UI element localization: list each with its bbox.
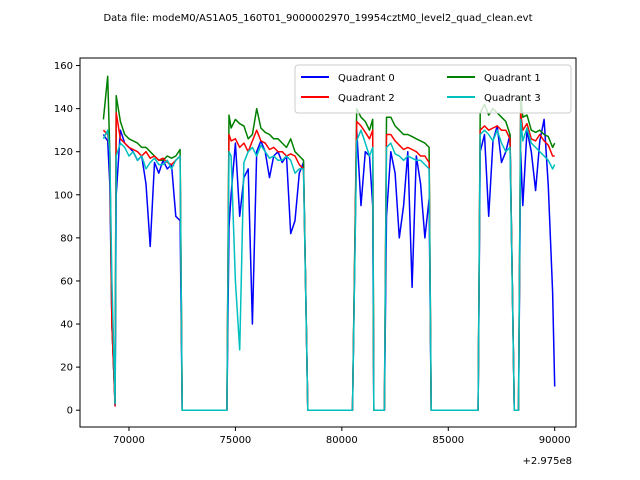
legend-label: Quadrant 0 bbox=[338, 73, 395, 84]
series-line-quadrant-3 bbox=[102, 118, 556, 411]
series-line-quadrant-0 bbox=[102, 118, 556, 411]
legend-label: Quadrant 2 bbox=[338, 93, 395, 104]
legend-label: Quadrant 3 bbox=[484, 93, 541, 104]
x-tick-label: 85000 bbox=[432, 435, 464, 446]
axes-layer: 70000 75000 80000 85000 90000 +2.975e8 0 20 40 60… bbox=[54, 57, 577, 467]
y-tick-label: 160 bbox=[54, 61, 73, 72]
legend: Quadrant 0 Quadrant 1 Quadrant 2 Quadrant 3 bbox=[294, 64, 572, 114]
plot-frame bbox=[79, 57, 577, 428]
series-layer bbox=[102, 75, 556, 411]
y-tick-label: 0 bbox=[67, 406, 73, 417]
x-tick-label: 70000 bbox=[113, 435, 145, 446]
x-tick-label: 80000 bbox=[326, 435, 358, 446]
y-tick-label: 60 bbox=[60, 276, 73, 287]
y-tick-label: 140 bbox=[54, 104, 73, 115]
x-tick-label: 75000 bbox=[219, 435, 251, 446]
chart-title: Data file: modeM0/AS1A05_160T01_90000029… bbox=[103, 13, 532, 24]
y-tick-label: 20 bbox=[60, 363, 73, 374]
y-tick-label: 100 bbox=[54, 190, 73, 201]
legend-label: Quadrant 1 bbox=[484, 73, 541, 84]
y-tick-label: 120 bbox=[54, 147, 73, 158]
x-tick-label: 90000 bbox=[539, 435, 571, 446]
legend-box bbox=[294, 64, 572, 114]
series-line-quadrant-1 bbox=[102, 75, 556, 411]
y-tick-label: 80 bbox=[60, 233, 73, 244]
y-tick-label: 40 bbox=[60, 320, 73, 331]
x-offset-label: +2.975e8 bbox=[522, 456, 572, 467]
